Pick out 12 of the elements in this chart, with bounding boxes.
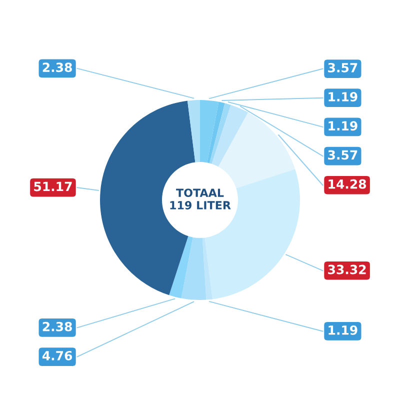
data-label: 14.28: [328, 179, 366, 189]
text: TOTAAL 119 LITER: [170, 188, 231, 210]
data-label: 3.57: [328, 150, 358, 160]
data-label: 33.32: [328, 264, 366, 274]
data-label: 4.76: [42, 350, 72, 360]
data-label: 1.19: [328, 92, 358, 102]
data-label: 51.17: [34, 182, 72, 192]
data-label: 2.38: [42, 62, 72, 72]
data-label: 3.57: [328, 62, 358, 72]
data-label: 1.19: [328, 325, 358, 335]
data-label: 1.19: [328, 121, 358, 131]
data-label: 2.38: [42, 322, 72, 332]
